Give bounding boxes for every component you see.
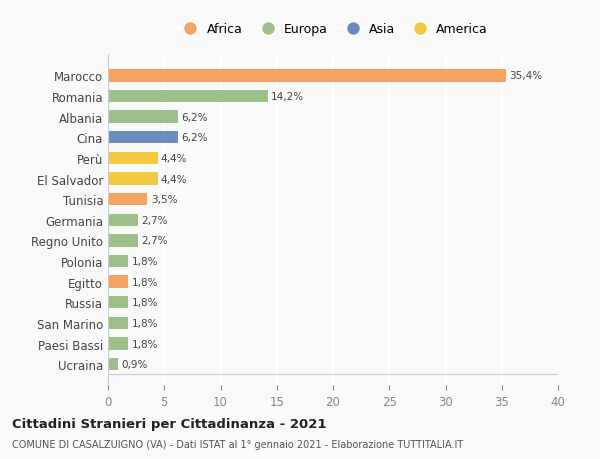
- Text: 4,4%: 4,4%: [161, 174, 187, 184]
- Bar: [108, 235, 139, 247]
- Text: 35,4%: 35,4%: [509, 71, 543, 81]
- Legend: Africa, Europa, Asia, America: Africa, Europa, Asia, America: [173, 18, 493, 41]
- Text: 3,5%: 3,5%: [151, 195, 177, 205]
- Bar: [108, 173, 157, 185]
- Bar: [108, 214, 139, 226]
- Text: 6,2%: 6,2%: [181, 112, 208, 123]
- Bar: [108, 111, 178, 123]
- Text: COMUNE DI CASALZUIGNO (VA) - Dati ISTAT al 1° gennaio 2021 - Elaborazione TUTTIT: COMUNE DI CASALZUIGNO (VA) - Dati ISTAT …: [12, 440, 463, 449]
- Text: 0,9%: 0,9%: [121, 359, 148, 369]
- Bar: [108, 132, 178, 144]
- Text: 6,2%: 6,2%: [181, 133, 208, 143]
- Text: 2,7%: 2,7%: [142, 236, 168, 246]
- Text: 1,8%: 1,8%: [131, 297, 158, 308]
- Bar: [108, 338, 128, 350]
- Bar: [108, 276, 128, 288]
- Text: 1,8%: 1,8%: [131, 257, 158, 267]
- Bar: [108, 358, 118, 370]
- Text: 1,8%: 1,8%: [131, 277, 158, 287]
- Text: 1,8%: 1,8%: [131, 339, 158, 349]
- Text: 4,4%: 4,4%: [161, 154, 187, 163]
- Text: Cittadini Stranieri per Cittadinanza - 2021: Cittadini Stranieri per Cittadinanza - 2…: [12, 417, 326, 430]
- Text: 1,8%: 1,8%: [131, 318, 158, 328]
- Bar: [108, 70, 506, 83]
- Bar: [108, 194, 148, 206]
- Text: 14,2%: 14,2%: [271, 92, 304, 102]
- Text: 2,7%: 2,7%: [142, 215, 168, 225]
- Bar: [108, 152, 157, 165]
- Bar: [108, 317, 128, 330]
- Bar: [108, 91, 268, 103]
- Bar: [108, 255, 128, 268]
- Bar: [108, 297, 128, 309]
